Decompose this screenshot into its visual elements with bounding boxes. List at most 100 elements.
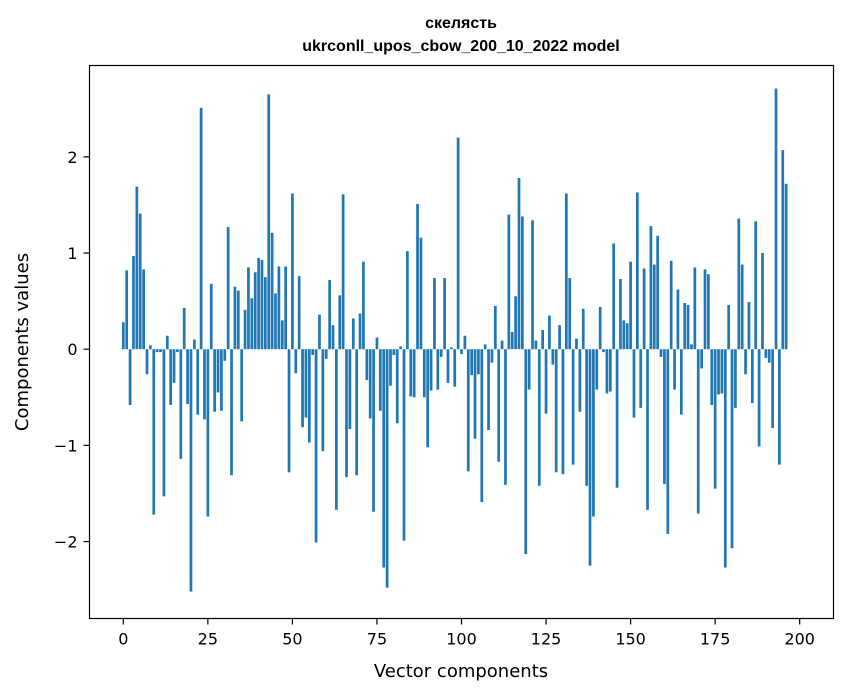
bar xyxy=(365,349,369,380)
bar xyxy=(176,349,179,353)
bar xyxy=(355,349,359,476)
bar xyxy=(142,269,145,350)
bar xyxy=(723,349,727,568)
bar xyxy=(297,276,301,350)
bar xyxy=(426,349,430,448)
bar xyxy=(341,194,345,350)
bar xyxy=(395,349,399,424)
bar xyxy=(213,349,216,412)
bar xyxy=(510,331,514,350)
bar xyxy=(605,349,609,394)
bar xyxy=(307,349,311,443)
bar xyxy=(304,349,308,418)
bar xyxy=(422,349,426,398)
bar xyxy=(368,349,372,419)
bar xyxy=(152,349,156,515)
bar xyxy=(659,349,663,357)
bar xyxy=(504,349,507,485)
bar xyxy=(734,349,737,408)
bar xyxy=(636,192,639,350)
bar xyxy=(240,349,244,422)
bar xyxy=(301,349,304,428)
bar xyxy=(750,349,754,404)
bar xyxy=(216,349,220,393)
bar xyxy=(125,270,129,350)
bar xyxy=(541,329,545,350)
bar xyxy=(409,349,413,397)
bar xyxy=(710,349,714,405)
bar xyxy=(450,347,453,350)
bar xyxy=(220,349,223,411)
bar xyxy=(602,349,605,353)
bar xyxy=(717,349,720,395)
bar xyxy=(328,279,331,350)
bar xyxy=(463,335,467,350)
bar xyxy=(629,261,632,350)
bar xyxy=(311,349,315,355)
bar xyxy=(784,183,788,350)
bar xyxy=(524,349,528,555)
bar xyxy=(314,349,318,543)
bar xyxy=(703,269,707,350)
bar xyxy=(378,349,382,411)
bar xyxy=(324,349,328,359)
bar xyxy=(203,349,206,420)
bar xyxy=(483,344,487,350)
chart-subtitle: ukrconll_upos_cbow_200_10_2022 model xyxy=(302,38,619,55)
bar xyxy=(598,306,602,350)
bar xyxy=(527,349,531,390)
bar xyxy=(588,349,592,566)
x-tick-label: 100 xyxy=(446,630,477,649)
bar xyxy=(500,340,504,350)
bar xyxy=(700,349,703,369)
x-tick-label: 125 xyxy=(531,630,562,649)
bar xyxy=(375,337,379,350)
bar xyxy=(764,349,768,358)
bar xyxy=(446,349,450,383)
bar xyxy=(561,349,565,475)
bar xyxy=(162,349,166,497)
bar xyxy=(135,186,139,350)
bar xyxy=(372,349,375,512)
bar xyxy=(226,227,230,350)
bar xyxy=(358,313,362,350)
x-tick-label: 200 xyxy=(784,630,815,649)
bar xyxy=(676,289,680,350)
bar xyxy=(128,349,132,405)
x-tick-label: 150 xyxy=(615,630,646,649)
bar xyxy=(477,349,480,375)
bar xyxy=(436,349,440,390)
x-axis-label: Vector components xyxy=(374,661,548,682)
y-tick-label: 1 xyxy=(67,244,77,263)
bar xyxy=(331,325,335,350)
bar xyxy=(554,349,558,473)
bar xyxy=(189,349,193,592)
bar xyxy=(233,286,237,350)
bar xyxy=(757,349,761,447)
bar xyxy=(642,268,646,350)
bar xyxy=(253,272,257,350)
bar xyxy=(230,349,233,476)
bar xyxy=(544,349,548,414)
bar xyxy=(663,349,666,484)
bar xyxy=(592,349,595,517)
bar xyxy=(169,349,173,405)
y-axis-label: Components values xyxy=(12,253,33,431)
bar xyxy=(470,349,473,376)
bar xyxy=(392,349,396,355)
x-tick-label: 50 xyxy=(282,630,302,649)
bar xyxy=(348,349,352,430)
bar xyxy=(646,349,649,510)
bar xyxy=(429,349,433,391)
bar xyxy=(206,349,210,517)
bar xyxy=(149,345,152,350)
bar xyxy=(159,349,162,353)
bar xyxy=(612,243,616,350)
bar xyxy=(284,266,287,350)
bar xyxy=(155,349,159,353)
bar xyxy=(460,349,463,355)
y-tick-label: 0 xyxy=(67,340,77,359)
bar xyxy=(382,349,386,568)
bar xyxy=(666,349,670,534)
